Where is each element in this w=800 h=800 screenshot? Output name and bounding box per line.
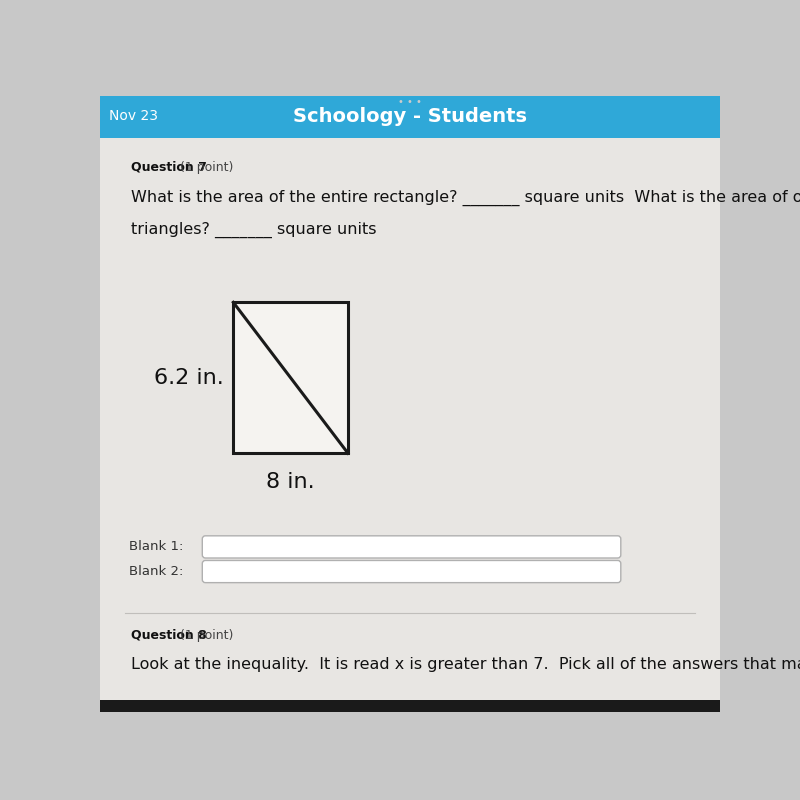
Text: 6.2 in.: 6.2 in. [154, 368, 224, 388]
Text: triangles? _______ square units: triangles? _______ square units [131, 222, 377, 238]
Bar [100, 700, 720, 712]
Text: Question 7: Question 7 [131, 161, 207, 174]
Bar [234, 302, 348, 454]
Text: • • •: • • • [398, 98, 422, 107]
Text: Schoology - Students: Schoology - Students [293, 106, 527, 126]
Text: 8 in.: 8 in. [266, 472, 315, 492]
Text: Blank 1:: Blank 1: [130, 541, 184, 554]
Text: (1 point): (1 point) [176, 161, 233, 174]
FancyBboxPatch shape [202, 561, 621, 582]
Text: Blank 2:: Blank 2: [130, 565, 184, 578]
Text: Nov 23: Nov 23 [110, 109, 158, 122]
Bar [100, 96, 720, 138]
Text: Question 8: Question 8 [131, 629, 206, 642]
FancyBboxPatch shape [202, 536, 621, 558]
Text: (1 point): (1 point) [176, 629, 233, 642]
Text: Look at the inequality.  It is read x is greater than 7.  Pick all of the answer: Look at the inequality. It is read x is … [131, 657, 800, 671]
Text: What is the area of the entire rectangle? _______ square units  What is the area: What is the area of the entire rectangle… [131, 190, 800, 206]
